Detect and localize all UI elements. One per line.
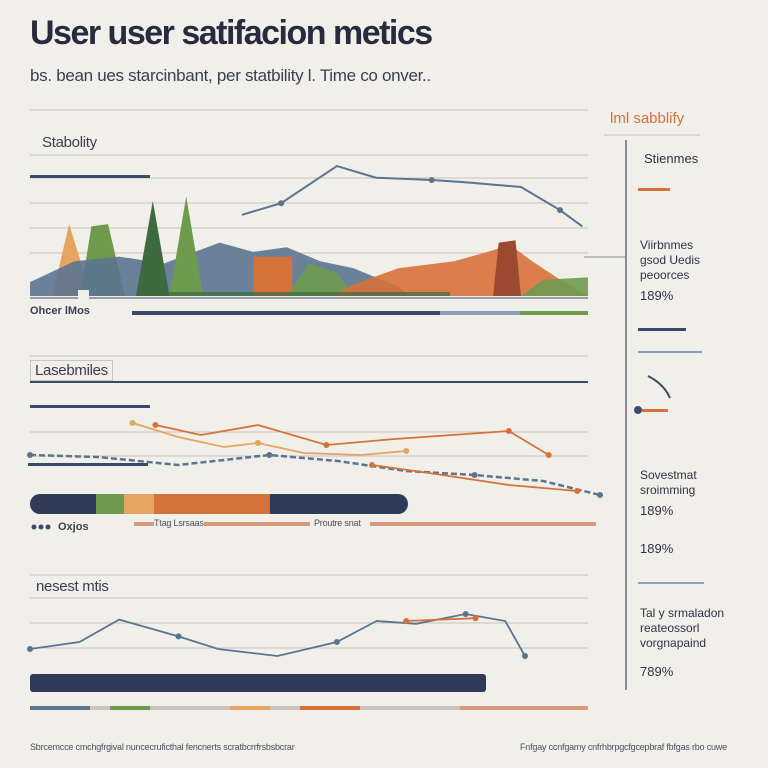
area-series-7 xyxy=(331,245,588,296)
overlay-point xyxy=(557,207,564,214)
line-point xyxy=(152,422,159,428)
panel-2-label: Lasebmiles xyxy=(30,360,113,381)
sidebar-block-1-line: peoorces xyxy=(640,268,690,282)
overlay-point xyxy=(278,200,285,207)
area-series-3 xyxy=(136,200,170,296)
panel-3-bars xyxy=(30,674,588,710)
sidebar-rules xyxy=(584,134,704,690)
overlay-point xyxy=(428,177,435,183)
line-series-0 xyxy=(155,424,550,456)
area-series-6 xyxy=(286,263,354,296)
sidebar-block-2: Sovestmat sroimming xyxy=(640,468,697,498)
panel-1-plot xyxy=(30,165,588,296)
line-point xyxy=(472,615,479,622)
footer-left: Sbrcemcce cmchgfrgival nuncecruficthal f… xyxy=(30,742,295,752)
sidebar-value-3: 189% xyxy=(640,541,674,556)
panel-1-bars xyxy=(30,175,588,315)
line-point xyxy=(597,492,603,498)
panel-2-plot xyxy=(27,420,603,498)
line-series-3 xyxy=(371,464,578,492)
panel-2-caption-left: Ttag Lsrsaas xyxy=(154,518,204,528)
sidebar-accent-title: lml sabblify xyxy=(610,110,685,127)
sidebar-block-3-line: Tal y srmaladon xyxy=(640,606,725,620)
panel-2-bars xyxy=(28,381,596,526)
panel-2-caption-right: Proutre snat xyxy=(314,518,361,528)
chart-title: User user satifacion metics xyxy=(30,14,433,52)
sidebar-head: Stienmes xyxy=(644,151,699,166)
line-point xyxy=(333,639,340,645)
area-series-4 xyxy=(169,196,203,296)
line-point xyxy=(574,488,581,494)
area-series-8 xyxy=(493,240,521,296)
sidebar-block-3: Tal y srmaladon reateossorl vorgnapaind xyxy=(640,606,724,651)
chart-subtitle: bs. bean ues starcinbant, per statbility… xyxy=(30,66,431,85)
sidebar-block-1: Viirbnmes gsod Uedis peoorces xyxy=(640,238,700,283)
footer-right: Fnfgay ccnfgamy cnfrhbrpgcfgcepbraf fbfg… xyxy=(520,742,727,752)
area-series-9 xyxy=(521,277,588,296)
sidebar-value-1: 189% xyxy=(640,288,674,303)
line-point xyxy=(255,440,261,446)
line-series-2 xyxy=(29,453,601,497)
overlay-line xyxy=(241,165,583,228)
area-ground xyxy=(150,292,450,296)
line-point xyxy=(403,448,410,454)
line-point xyxy=(27,646,33,652)
panel-3-plot xyxy=(27,611,528,659)
panel-1-rules xyxy=(30,109,588,254)
sidebar-block-1-line: Viirbnmes xyxy=(640,238,694,252)
panel-1-box xyxy=(78,290,90,302)
area-series-5 xyxy=(253,256,293,296)
panel-2-legend: Oxjos xyxy=(58,521,89,533)
line-series-1 xyxy=(406,617,476,622)
line-point xyxy=(545,452,552,458)
line-point xyxy=(129,420,136,426)
panel-3-rules xyxy=(30,574,588,649)
line-series-0 xyxy=(29,613,526,657)
line-point xyxy=(505,428,512,434)
sidebar-block-3-line: reateossorl xyxy=(640,621,700,635)
panel-2-legend-marker xyxy=(31,524,51,530)
line-point xyxy=(266,452,273,458)
sidebar-block-2-line: sroimming xyxy=(640,483,696,497)
line-point xyxy=(175,633,182,640)
panel-1-label: Stabolity xyxy=(42,134,97,151)
sidebar-block-2-line: Sovestmat xyxy=(640,468,697,482)
line-point xyxy=(27,452,33,458)
sidebar-block-3-line: vorgnapaind xyxy=(640,636,707,650)
sidebar-value-2: 189% xyxy=(640,503,674,518)
line-point xyxy=(403,618,410,624)
line-point xyxy=(471,472,478,478)
line-point xyxy=(462,611,469,617)
line-point xyxy=(323,442,330,448)
line-point xyxy=(369,462,375,468)
panel-1-legend: Ohcer lMos xyxy=(30,305,90,317)
line-point xyxy=(522,653,528,659)
sidebar-value-4: 789% xyxy=(640,664,674,679)
sidebar-block-1-line: gsod Uedis xyxy=(640,253,701,267)
panel-3-label: nesest mtis xyxy=(36,578,109,595)
